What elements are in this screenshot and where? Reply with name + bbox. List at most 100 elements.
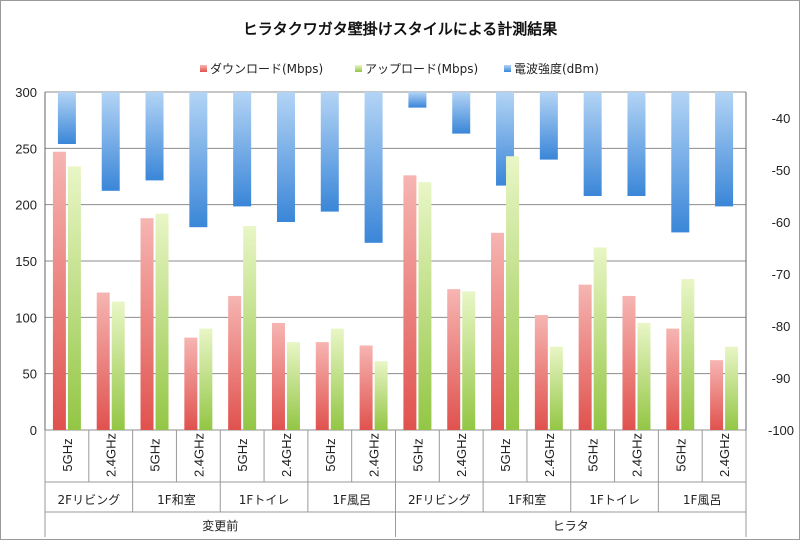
band-label: 5GHz [60, 438, 75, 471]
band-label: 2.4GHz [717, 433, 732, 477]
left-tick-label: 200 [15, 198, 37, 213]
upload-bar [418, 182, 432, 430]
upload-bar [549, 346, 563, 430]
band-label: 5GHz [323, 438, 338, 471]
download-bar [447, 289, 461, 430]
location-label: 1Fトイレ [589, 493, 640, 507]
signal-bars [57, 92, 734, 243]
signal-bar [189, 92, 208, 228]
group-label: ヒラタ [553, 519, 589, 533]
left-tick-label: 300 [15, 85, 37, 100]
band-label: 2.4GHz [104, 433, 119, 477]
location-label: 2Fリビング [58, 493, 121, 507]
left-tick-label: 250 [15, 141, 37, 156]
group-label: 変更前 [202, 518, 238, 533]
left-axis-ticks: 0 50 100 150 200 250 300 [15, 85, 37, 438]
upload-bar [286, 342, 300, 430]
band-label: 2.4GHz [279, 433, 294, 477]
band-label: 2.4GHz [454, 433, 469, 477]
upload-bar [67, 166, 81, 431]
upload-bar [681, 279, 695, 430]
location-label: 1Fトイレ [239, 493, 290, 507]
right-tick-label: -40 [772, 111, 791, 126]
signal-bar [233, 92, 252, 207]
legend: ダウンロード(Mbps) アップロード(Mbps) 電波強度(dBm) [200, 61, 599, 76]
legend-swatch-signal [504, 65, 511, 72]
legend-label-download: ダウンロード(Mbps) [210, 61, 323, 76]
right-tick-label: -90 [772, 371, 791, 386]
upload-bar [330, 328, 344, 430]
band-label: 5GHz [586, 438, 601, 471]
left-tick-label: 100 [15, 310, 37, 325]
right-tick-label: -60 [772, 215, 791, 230]
download-bar [578, 284, 592, 430]
chart-title: ヒラタクワガタ壁掛けスタイルによる計測結果 [243, 20, 559, 38]
legend-label-upload: アップロード(Mbps) [365, 62, 478, 76]
signal-bar [364, 92, 383, 243]
category-axis: 5GHz 2.4GHz 5GHz 2.4GHz 5GHz 2.4GHz 5GHz 2.4GHz… [44, 430, 747, 537]
right-tick-label: -100 [768, 423, 794, 438]
location-label: 2Fリビング [408, 493, 471, 507]
signal-bar [276, 92, 295, 222]
legend-swatch-download [200, 65, 207, 72]
band-label: 5GHz [410, 438, 425, 471]
band-label: 5GHz [235, 438, 250, 471]
signal-bar [101, 92, 120, 191]
upload-bar [199, 328, 213, 430]
location-label: 1F和室 [157, 492, 196, 507]
download-bar [315, 342, 329, 430]
download-bar [534, 315, 548, 430]
upload-bar [593, 247, 607, 430]
download-bar [710, 360, 724, 430]
left-tick-label: 50 [23, 367, 37, 382]
right-axis-ticks: -40 -50 -60 -70 -80 -90 -100 [768, 111, 794, 438]
location-label: 1F和室 [508, 492, 547, 507]
legend-label-signal: 電波強度(dBm) [514, 61, 599, 76]
download-bar [622, 295, 636, 430]
right-tick-label: -70 [772, 267, 791, 282]
upload-bar [243, 226, 257, 430]
upload-bar [462, 291, 476, 430]
download-bar [140, 218, 154, 430]
download-bar [359, 345, 373, 430]
speed-bars [52, 151, 739, 431]
upload-bar [374, 361, 388, 430]
band-label: 2.4GHz [191, 433, 206, 477]
left-tick-label: 150 [15, 254, 37, 269]
download-bar [491, 232, 505, 430]
upload-bar [506, 156, 520, 430]
band-label: 5GHz [148, 438, 163, 471]
right-tick-label: -80 [772, 319, 791, 334]
signal-bar [57, 92, 76, 144]
download-bar [228, 295, 242, 430]
signal-bar [452, 92, 471, 134]
upload-bar [155, 213, 169, 430]
signal-bar [583, 92, 602, 196]
signal-bar [320, 92, 339, 212]
signal-bar [145, 92, 164, 181]
download-bar [52, 151, 66, 431]
band-label: 5GHz [498, 438, 513, 471]
download-bar [271, 322, 285, 430]
band-label: 5GHz [673, 438, 688, 471]
left-tick-label: 0 [30, 423, 37, 438]
signal-bar [408, 92, 427, 108]
band-label: 2.4GHz [629, 433, 644, 477]
right-tick-label: -50 [772, 163, 791, 178]
download-bar [96, 292, 110, 430]
download-bar [184, 337, 198, 430]
axes [44, 92, 747, 430]
upload-bar [725, 346, 739, 430]
download-bar [666, 328, 680, 430]
download-bar [403, 175, 417, 430]
upload-bar [111, 301, 125, 430]
location-label: 1F風呂 [683, 493, 722, 507]
signal-bar [715, 92, 734, 207]
signal-bar [539, 92, 558, 160]
upload-bar [637, 322, 651, 430]
location-label: 1F風呂 [332, 493, 371, 507]
signal-bar [627, 92, 646, 196]
signal-bar [671, 92, 690, 233]
